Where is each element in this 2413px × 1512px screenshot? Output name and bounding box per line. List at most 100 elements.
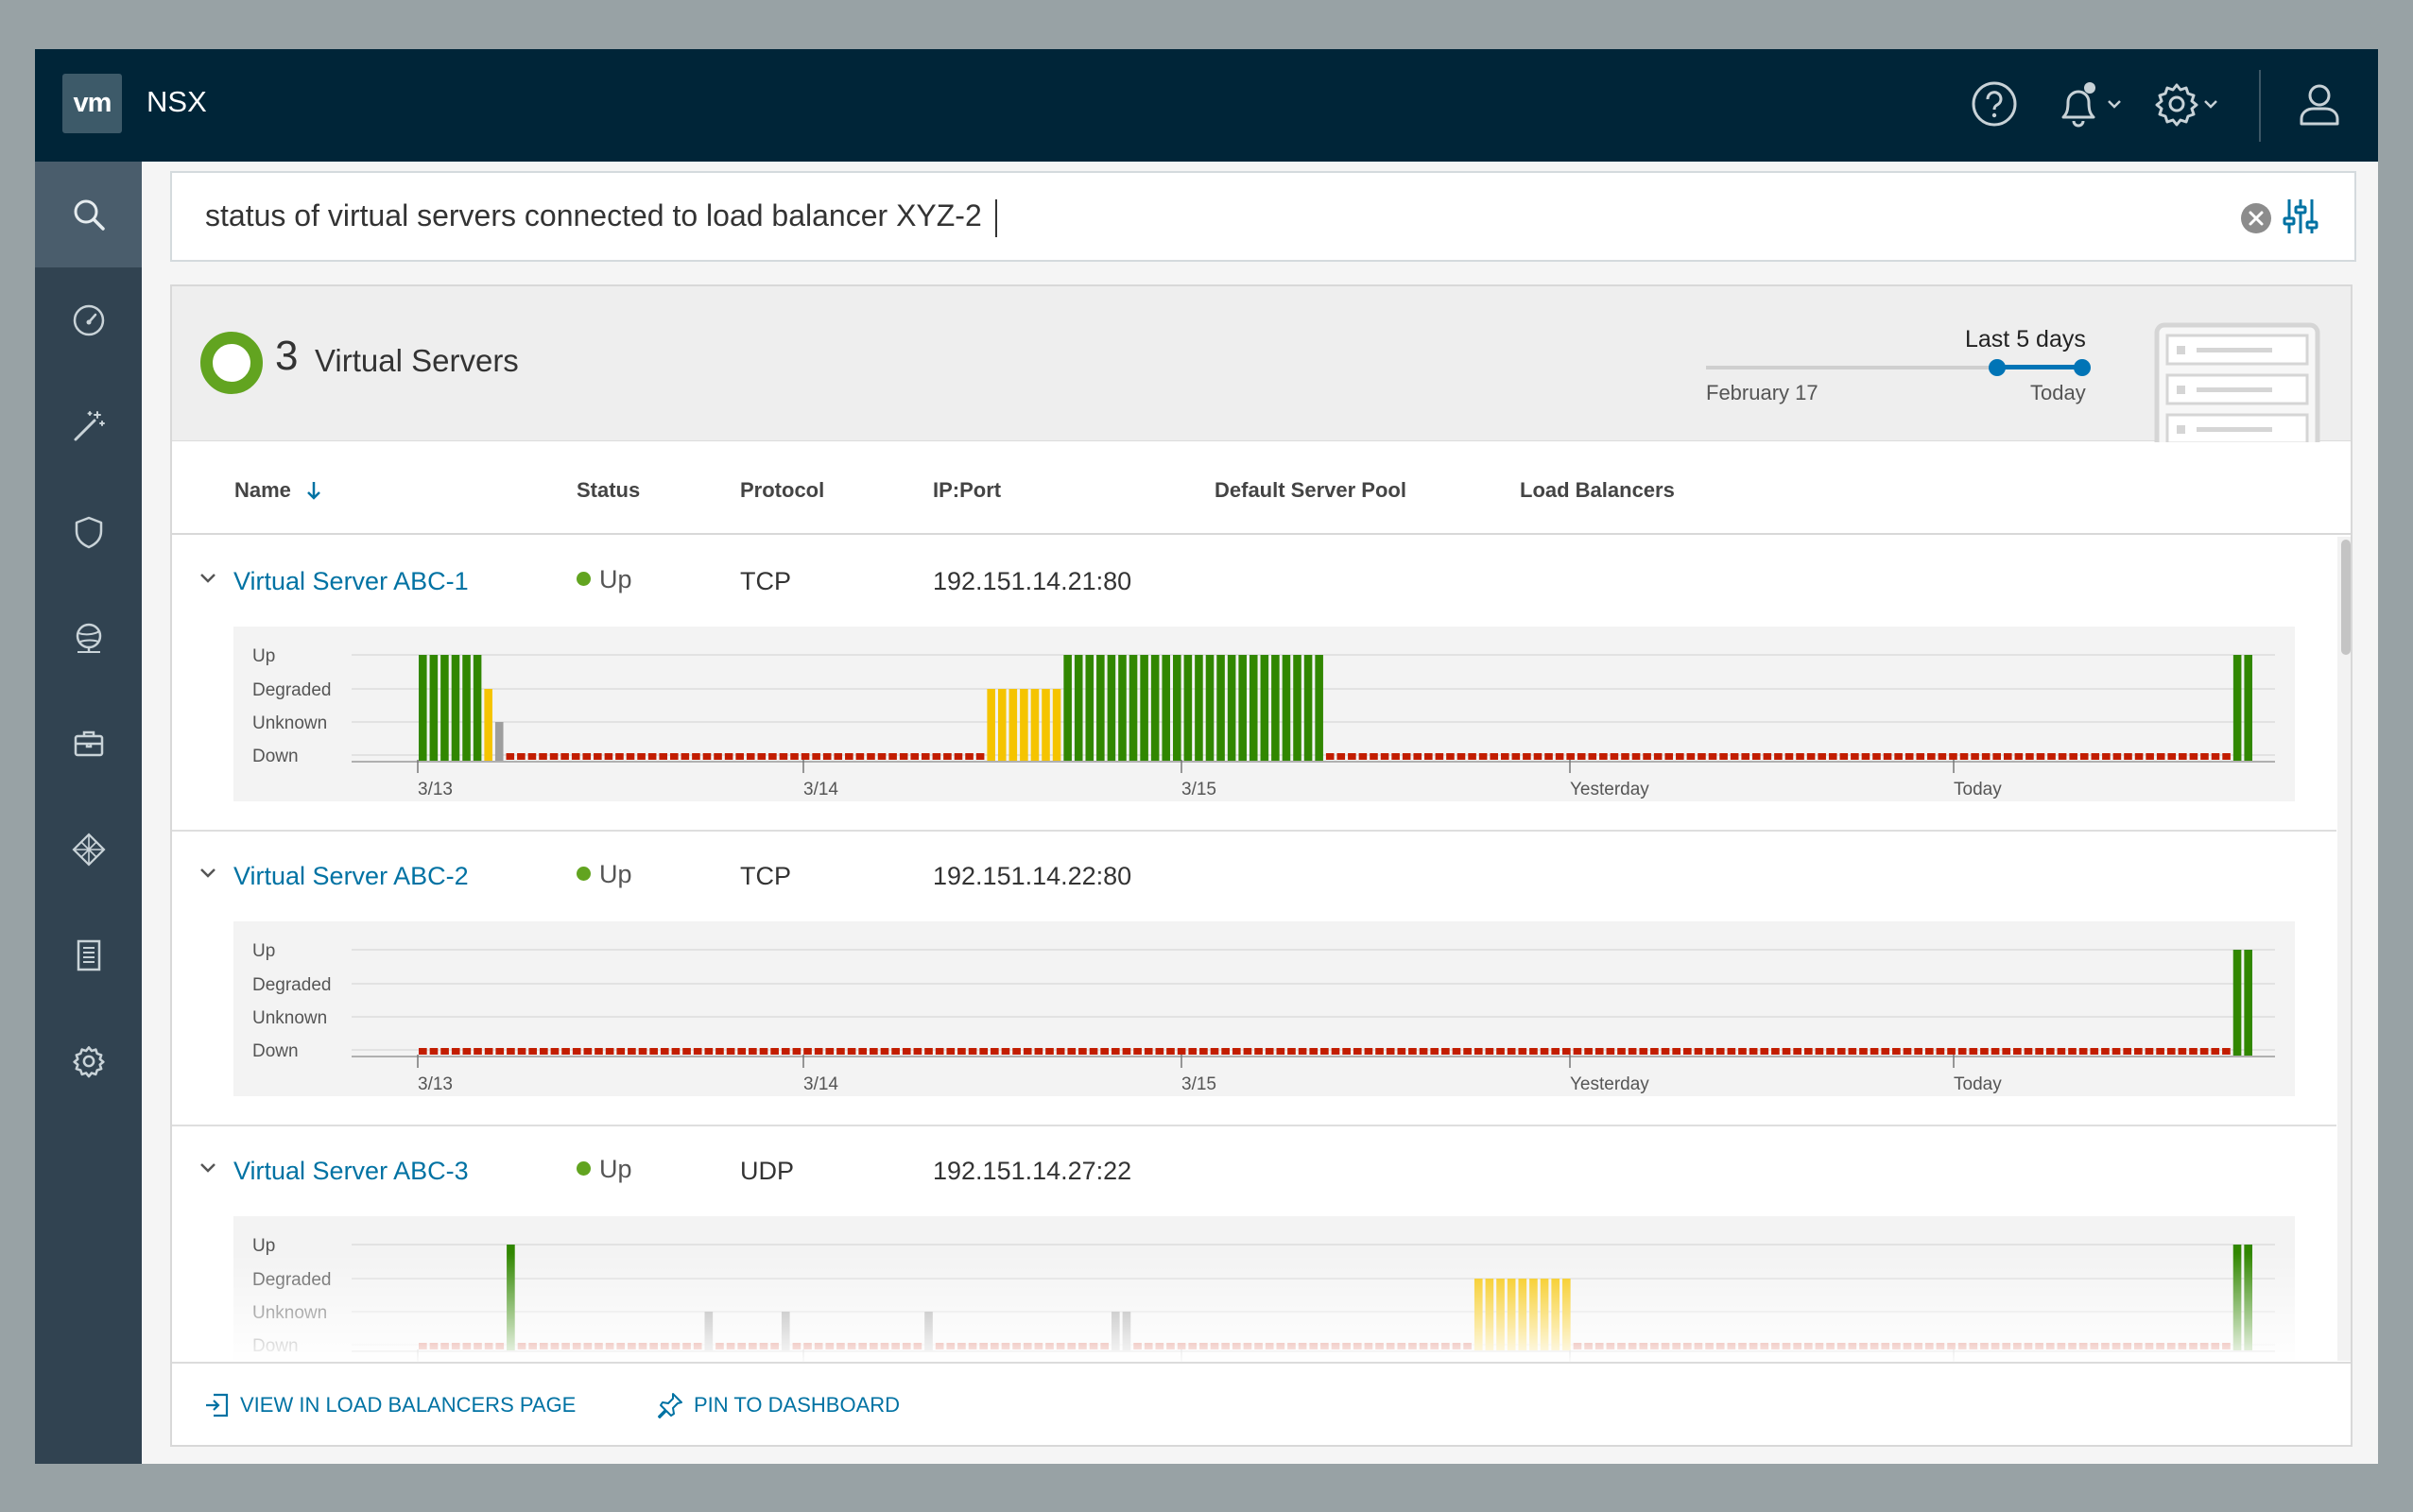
status-bar-down [647, 753, 657, 760]
vmware-logo[interactable]: vm [62, 74, 122, 133]
status-bar-down [649, 1048, 658, 1055]
speedometer-icon [73, 304, 104, 336]
virtual-server-link[interactable]: Virtual Server ABC-3 [233, 1157, 469, 1185]
status-bar-down [595, 1048, 603, 1055]
status-timeline-chart: Up Degraded Unknown Down 3/13 3/14 3/15 Yesterd… [233, 921, 2295, 1096]
search-input[interactable]: status of virtual servers connected to l… [205, 198, 997, 237]
status-bar-down [877, 753, 887, 760]
status-bar-down [1380, 753, 1389, 760]
chevron-down-icon[interactable] [198, 1159, 217, 1177]
table-row[interactable]: Virtual Server ABC-1 Up TCP 192.151.14.2… [172, 537, 2336, 832]
column-protocol-header[interactable]: Protocol [740, 478, 825, 502]
x-tick-label: Yesterday [1570, 780, 1649, 799]
column-status-header[interactable]: Status [577, 478, 641, 502]
notifications-button[interactable] [2052, 76, 2124, 132]
y-level-label: Unknown [252, 1008, 327, 1028]
briefcase-icon [74, 730, 103, 757]
column-ipport-header[interactable]: IP:Port [933, 478, 1002, 502]
status-bar-down [582, 753, 592, 760]
status-bar-down [1067, 1048, 1077, 1055]
time-range-slider[interactable] [1706, 366, 2084, 369]
status-bar-down [2189, 1048, 2198, 1055]
nav-logs[interactable] [35, 902, 142, 1008]
column-load-balancers-header[interactable]: Load Balancers [1520, 478, 1675, 502]
clear-search-button[interactable] [2241, 203, 2271, 233]
status-bar-down [1419, 1048, 1428, 1055]
status-bar-down [1727, 1048, 1736, 1055]
status-bar-down [845, 753, 853, 760]
nav-dashboard[interactable] [35, 267, 142, 373]
virtual-server-link[interactable]: Virtual Server ABC-1 [233, 567, 469, 595]
chevron-down-icon[interactable] [198, 864, 217, 883]
nav-inventory[interactable] [35, 691, 142, 797]
status-bar-down [527, 753, 537, 760]
x-tick-label: Yesterday [1570, 1074, 1649, 1094]
status-bar-down [1577, 753, 1586, 760]
view-in-load-balancers-link[interactable]: VIEW IN LOAD BALANCERS PAGE [204, 1391, 576, 1419]
status-bar-down [888, 753, 897, 760]
range-end-handle[interactable] [2074, 359, 2091, 376]
status-bar-down [965, 753, 974, 760]
settings-button[interactable] [2152, 76, 2220, 132]
nav-magic[interactable] [35, 373, 142, 479]
status-bar-down [1177, 1048, 1186, 1055]
status-bar-down [1478, 753, 1488, 760]
status-bar-down [1166, 1048, 1175, 1055]
pin-link-label: PIN TO DASHBOARD [694, 1393, 901, 1417]
status-bar-down [1254, 1048, 1263, 1055]
status-bar-down [1938, 753, 1947, 760]
status-bar-down [1424, 753, 1433, 760]
status-bar-down [1490, 753, 1498, 760]
status-bar-down [2222, 1048, 2231, 1055]
status-bar-up [1162, 655, 1171, 761]
search-bar[interactable]: status of virtual servers connected to l… [170, 171, 2356, 262]
status-bar-down [1870, 1048, 1879, 1055]
status-ring-icon [200, 332, 263, 394]
status-bar-down [991, 1048, 999, 1055]
status-bar-down [957, 1048, 966, 1055]
network-globe-icon [76, 623, 101, 653]
status-bar-up [1282, 655, 1291, 761]
nav-system[interactable] [35, 1008, 142, 1114]
status-bar-down [1511, 753, 1521, 760]
status-bar-down [594, 753, 602, 760]
table-row[interactable]: Virtual Server ABC-2 Up TCP 192.151.14.2… [172, 832, 2336, 1126]
y-level-label: Degraded [252, 680, 331, 700]
pin-to-dashboard-link[interactable]: PIN TO DASHBOARD [656, 1391, 900, 1419]
status-bar-down [539, 1048, 548, 1055]
user-menu-button[interactable] [2295, 76, 2344, 132]
filter-settings-button[interactable] [2280, 196, 2321, 242]
status-bar-down [1610, 753, 1619, 760]
nav-search[interactable] [35, 162, 142, 267]
status-bar-down [1836, 1048, 1846, 1055]
status-text: Up [599, 565, 632, 593]
range-start-handle[interactable] [1989, 359, 2006, 376]
virtual-server-link[interactable]: Virtual Server ABC-2 [233, 862, 469, 890]
status-bar-down [1325, 753, 1335, 760]
status-bar-down [1905, 753, 1914, 760]
status-bar-degraded [987, 689, 995, 761]
nav-plan-troubleshoot[interactable] [35, 797, 142, 902]
status-bar-down [2146, 753, 2154, 760]
status-bar-degraded [1030, 689, 1040, 761]
nav-networking[interactable] [35, 585, 142, 691]
chevron-down-icon[interactable] [198, 569, 217, 588]
status-bar-down [2167, 753, 2177, 760]
product-name[interactable]: NSX [147, 85, 207, 118]
status-bar-down [550, 1048, 560, 1055]
status-bar-down [1803, 1048, 1813, 1055]
scrollbar-track[interactable] [2337, 537, 2351, 1361]
status-bar-down [1760, 1048, 1769, 1055]
help-button[interactable] [1970, 76, 2019, 132]
column-server-pool-header[interactable]: Default Server Pool [1215, 478, 1406, 502]
status-bar-down [1500, 753, 1509, 760]
nav-security[interactable] [35, 479, 142, 585]
y-level-label: Up [252, 1236, 275, 1256]
status-bar-down [1991, 1048, 2000, 1055]
column-name-header[interactable]: Name [234, 478, 323, 503]
scrollbar-thumb[interactable] [2341, 540, 2351, 655]
status-bar-down [681, 753, 690, 760]
status-bar-down [714, 753, 722, 760]
top-header: vm NSX [35, 49, 2378, 162]
status-bar-down [870, 1048, 878, 1055]
